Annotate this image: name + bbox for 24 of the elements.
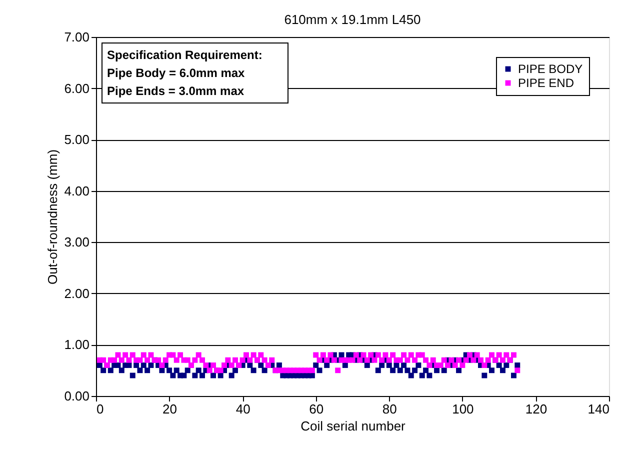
- x-tick-label: 20: [162, 402, 178, 416]
- x-axis-title: Coil serial number: [300, 418, 406, 434]
- y-tick-label: 1.00: [64, 337, 90, 352]
- y-tick-label: 3.00: [64, 234, 90, 250]
- y-tick-label: 2.00: [64, 286, 90, 301]
- y-tick-label: 0.00: [64, 388, 90, 404]
- x-tick-label: 100: [452, 402, 474, 416]
- y-tick-label: 5.00: [64, 132, 90, 148]
- x-tick-label: 80: [382, 402, 397, 416]
- x-tick-label: 60: [309, 402, 324, 416]
- chart-title: 610mm x 19.1mm L450: [284, 12, 421, 27]
- legend-label: PIPE END: [518, 76, 574, 90]
- y-axis-title: Out-of-roundness (mm): [45, 149, 60, 285]
- x-tick-label: 140: [588, 402, 610, 416]
- legend-label: PIPE BODY: [518, 62, 583, 76]
- y-tick-label: 7.00: [64, 30, 90, 44]
- x-tick-label: 0: [96, 402, 104, 416]
- annotation: Specification Requirement:: [107, 48, 262, 62]
- annotation: Pipe Body = 6.0mm max: [107, 66, 246, 80]
- annotation: Pipe Ends = 3.0mm max: [107, 84, 244, 98]
- y-tick-label: 4.00: [64, 183, 90, 198]
- y-tick-label: 6.00: [64, 80, 90, 96]
- x-tick-label: 40: [236, 402, 250, 416]
- x-tick-label: 120: [525, 402, 548, 416]
